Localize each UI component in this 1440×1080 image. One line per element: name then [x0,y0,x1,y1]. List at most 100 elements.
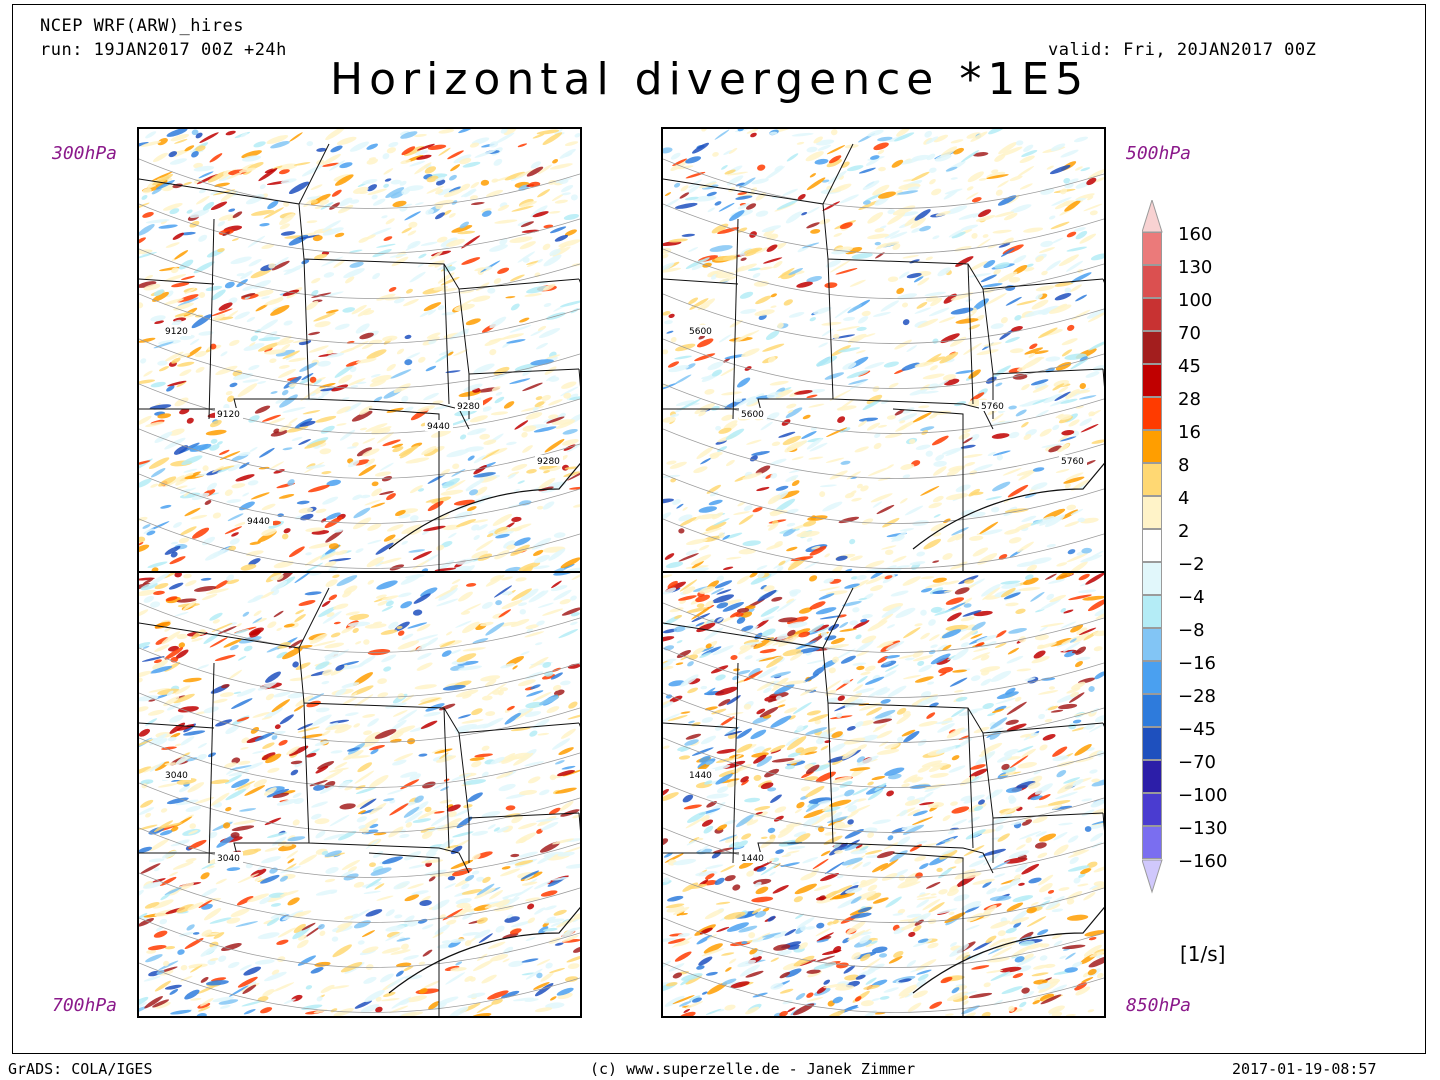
divergence-streak [423,525,446,532]
divergence-streak [1008,405,1017,410]
divergence-streak [262,414,281,422]
divergence-streak [544,438,565,453]
divergence-streak [699,845,710,852]
divergence-streak [828,756,846,763]
divergence-streak [746,439,762,445]
divergence-streak [903,730,920,743]
divergence-streak [776,633,790,641]
divergence-streak [663,636,675,642]
divergence-streak [704,908,724,920]
divergence-streak [786,616,809,625]
divergence-streak [400,159,411,165]
divergence-streak [470,723,494,730]
divergence-streak [176,633,188,640]
divergence-streak [1073,136,1089,143]
divergence-streak [292,339,311,343]
divergence-streak [833,842,843,849]
divergence-streak [1004,508,1029,514]
divergence-streak [322,220,341,232]
divergence-streak [334,232,345,238]
map-background [139,573,580,1016]
divergence-streak [951,755,960,761]
divergence-streak [373,621,383,625]
divergence-streak [1043,393,1062,404]
divergence-streak [932,495,944,503]
divergence-streak [882,517,900,528]
divergence-streak [679,192,690,199]
divergence-streak [842,679,851,684]
divergence-streak [865,560,885,568]
divergence-streak [462,647,486,652]
divergence-streak [777,242,787,250]
divergence-streak [532,549,544,557]
divergence-streak [320,551,339,561]
divergence-streak [522,257,530,263]
divergence-streak [446,845,459,849]
divergence-streak [225,725,239,735]
divergence-streak [485,711,496,717]
divergence-streak [865,157,880,166]
divergence-streak [392,759,407,766]
divergence-streak [948,830,955,835]
divergence-streak [139,582,152,590]
divergence-streak [329,202,341,210]
divergence-streak [178,785,191,793]
divergence-streak [1007,484,1029,498]
divergence-streak [805,151,824,162]
divergence-streak [709,491,719,497]
divergence-streak [1005,927,1017,934]
divergence-streak [190,964,203,973]
divergence-streak [1074,661,1084,668]
divergence-streak [724,1004,736,1011]
divergence-streak [1064,482,1071,489]
divergence-streak [909,561,926,566]
divergence-streak [501,866,511,870]
model-name: NCEP WRF(ARW)_hires [40,16,244,36]
divergence-streak [517,822,537,830]
divergence-streak [899,918,919,922]
divergence-streak [478,933,493,944]
divergence-streak [446,631,453,636]
map-panel-700hpa: 3040 3040 [137,571,582,1018]
divergence-streak [777,389,794,396]
divergence-streak [423,392,439,401]
divergence-streak [322,227,344,236]
divergence-streak [532,691,552,702]
divergence-streak [724,354,746,359]
divergence-streak [930,297,943,307]
divergence-streak [789,651,804,661]
divergence-streak [846,370,869,379]
divergence-streak [155,180,175,190]
divergence-streak [1090,797,1104,807]
divergence-streak [152,152,168,163]
divergence-streak [376,895,394,901]
divergence-streak [140,358,147,364]
divergence-streak [1008,431,1020,439]
divergence-streak [143,370,153,377]
colorbar-label: −4 [1178,587,1205,608]
divergence-streak [877,613,894,624]
divergence-streak [773,930,787,939]
height-contour [663,473,1104,524]
divergence-streak [724,875,736,882]
divergence-streak [185,580,197,587]
divergence-streak [148,573,170,586]
divergence-streak [763,585,775,592]
divergence-streak [237,873,259,884]
divergence-streak [884,743,900,750]
divergence-streak [721,165,728,170]
divergence-streak [210,419,222,428]
divergence-streak [306,220,318,224]
divergence-streak [474,267,485,272]
divergence-streak [834,648,856,660]
divergence-streak [555,787,577,794]
divergence-streak [985,496,1003,501]
divergence-streak [752,272,761,278]
divergence-streak [912,412,932,423]
divergence-streak [381,947,401,954]
divergence-streak [883,987,899,993]
divergence-streak [899,528,915,532]
divergence-streak [184,937,204,950]
divergence-streak [1090,832,1104,842]
